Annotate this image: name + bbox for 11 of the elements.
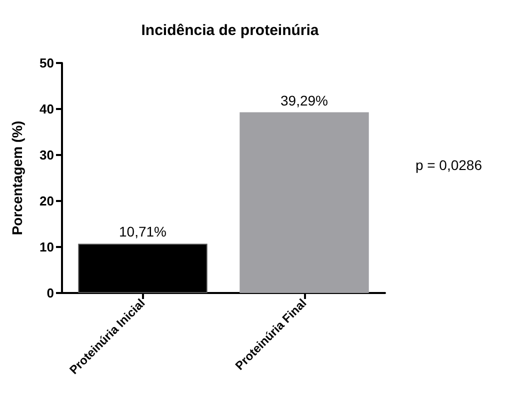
y-tick-label: 0: [46, 286, 54, 300]
data-label: 39,29%: [280, 92, 328, 108]
y-tick-label: 20: [40, 194, 54, 208]
text: p = 0,0286: [415, 157, 482, 173]
y-tick-label: 30: [40, 148, 54, 162]
y-tick-label: 10: [40, 240, 54, 254]
chart-title: Incidência de proteinúria: [141, 22, 320, 39]
data-label: 10,71%: [119, 224, 166, 240]
y-tick-label: 40: [40, 102, 54, 116]
y-axis-title: Porcentagem (%): [9, 120, 25, 236]
y-tick-label: 50: [40, 56, 54, 70]
